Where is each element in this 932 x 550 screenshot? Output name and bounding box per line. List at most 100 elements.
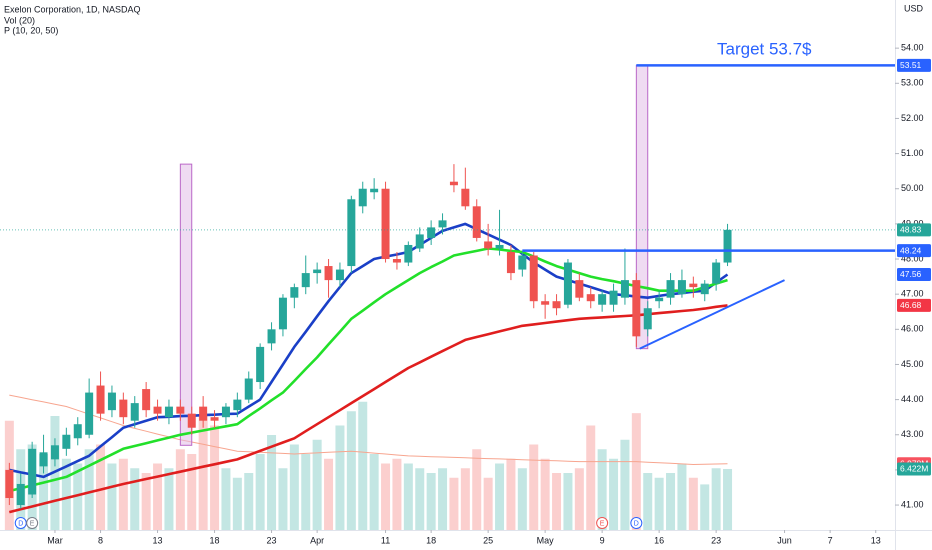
volume-bar xyxy=(255,454,265,530)
volume-bar xyxy=(244,473,254,530)
candle-body xyxy=(392,259,401,263)
volume-bar xyxy=(506,458,516,530)
candle-body xyxy=(107,392,116,411)
candle-body xyxy=(495,244,504,249)
volume-bar xyxy=(96,444,106,530)
candle-body xyxy=(199,406,208,421)
volume-bar xyxy=(586,425,596,530)
price-label: 53.51 xyxy=(900,60,922,70)
candle-body xyxy=(73,424,82,439)
volume-bar xyxy=(153,463,163,530)
candle-body xyxy=(39,452,48,467)
volume-bar xyxy=(574,468,584,530)
target-annotation: Target 53.7$ xyxy=(717,39,812,58)
x-tick-label: 23 xyxy=(267,535,277,545)
price-label: 48.83 xyxy=(900,225,922,235)
price-label: 46.68 xyxy=(900,300,922,310)
candle-body xyxy=(301,273,310,288)
volume-layer xyxy=(4,394,733,530)
candle-body xyxy=(438,220,447,228)
candle-body xyxy=(370,188,379,193)
volume-bar xyxy=(643,473,653,530)
moving-average xyxy=(9,222,729,479)
x-tick-label: 25 xyxy=(483,535,493,545)
x-tick-label: Mar xyxy=(47,535,63,545)
x-tick-label: 18 xyxy=(210,535,220,545)
candle-body xyxy=(16,483,25,506)
candle-body xyxy=(427,227,436,238)
candle-body xyxy=(712,262,721,284)
candle-body xyxy=(609,290,618,305)
moving-average xyxy=(8,304,728,514)
candle-body xyxy=(153,406,162,414)
candle-body xyxy=(563,262,572,305)
price-label-box xyxy=(897,223,931,237)
volume-bar xyxy=(301,454,311,530)
volume-bar xyxy=(483,477,493,530)
event-label: E xyxy=(30,520,35,527)
volume-bar xyxy=(700,484,710,530)
price-label-box xyxy=(897,298,931,312)
volume-bar xyxy=(403,463,413,530)
x-tick-label: 8 xyxy=(98,535,103,545)
candle-body xyxy=(449,181,458,186)
y-tick-label: 43.00 xyxy=(901,429,924,439)
event-label: D xyxy=(634,520,639,527)
candle-body xyxy=(85,392,94,435)
candle-body xyxy=(518,255,527,270)
y-tick-label: 54.00 xyxy=(901,43,924,53)
candle-body xyxy=(290,287,299,298)
candle-body xyxy=(461,188,470,207)
volume-bar xyxy=(449,477,459,530)
candle-body xyxy=(620,280,629,298)
volume-bar xyxy=(540,458,550,530)
y-tick-label: 51.00 xyxy=(901,148,924,158)
candle-body xyxy=(256,346,265,383)
x-tick-label: Apr xyxy=(310,535,324,545)
volume-bar xyxy=(39,454,49,530)
volume-bar xyxy=(107,463,117,530)
candle-body xyxy=(677,280,686,295)
volume-bar xyxy=(324,458,334,530)
ma-layer xyxy=(8,222,729,514)
volume-bar xyxy=(426,473,436,530)
price-label: 47.56 xyxy=(900,269,922,279)
volume-bar xyxy=(232,477,242,530)
candle-body xyxy=(187,413,196,428)
volume-bar xyxy=(609,458,619,530)
price-label: 48.24 xyxy=(900,245,922,255)
volume-bar xyxy=(563,473,573,530)
candle-body xyxy=(119,399,128,418)
candle-body xyxy=(506,251,515,274)
volume-bar xyxy=(73,463,83,530)
x-tick-label: 9 xyxy=(600,535,605,545)
volume-bar xyxy=(312,439,322,530)
trend-line xyxy=(639,279,785,350)
volume-bar xyxy=(666,473,676,530)
candle-body xyxy=(28,448,37,495)
volume-bar xyxy=(278,468,288,530)
candle-body xyxy=(689,283,698,288)
event-label: D xyxy=(18,520,23,527)
volume-bar xyxy=(335,425,345,530)
volume-bar xyxy=(381,463,391,530)
event-label: E xyxy=(600,520,605,527)
currency: USD xyxy=(904,3,924,13)
volume-bar xyxy=(141,473,151,530)
candle-body xyxy=(598,294,607,305)
y-tick-label: 52.00 xyxy=(901,113,924,123)
volume-bar xyxy=(118,458,128,530)
x-tick-label: May xyxy=(537,535,555,545)
x-tick-label: 11 xyxy=(381,535,390,545)
price-label-box xyxy=(897,58,931,72)
volume-bar xyxy=(358,401,368,530)
volume-bar xyxy=(61,458,71,530)
y-tick-label: 50.00 xyxy=(901,183,924,193)
candle-body xyxy=(484,241,493,249)
candle-body xyxy=(130,403,139,421)
volume-bar xyxy=(711,468,721,530)
moving-average xyxy=(8,247,728,493)
volume-bar xyxy=(187,454,197,530)
volume-bar xyxy=(472,449,482,530)
